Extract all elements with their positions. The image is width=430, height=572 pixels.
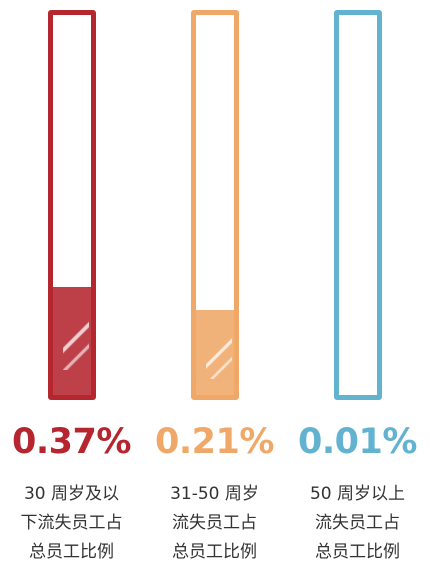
value-label: 0.01% — [298, 422, 417, 462]
bar-fill — [52, 286, 91, 395]
category-label-line: 总员工比例 — [315, 542, 400, 562]
category-label-line: 总员工比例 — [172, 542, 257, 562]
bar-tube — [190, 10, 239, 400]
category-label-line: 流失员工占 — [172, 513, 257, 533]
category-label-line: 总员工比例 — [29, 542, 114, 562]
bar-fill — [195, 309, 234, 395]
category-label-line: 30 周岁及以 — [23, 484, 120, 504]
category-label-line: 流失员工占 — [315, 513, 400, 533]
category-label: 50 周岁以上 流失员工占 总员工比例 — [286, 480, 429, 567]
category-label-line: 下流失员工占 — [20, 513, 123, 533]
value-label: 0.21% — [155, 422, 274, 462]
category-label: 31-50 周岁 流失员工占 总员工比例 — [143, 480, 286, 567]
category-label-line: 31-50 周岁 — [170, 484, 259, 504]
category-label: 30 周岁及以 下流失员工占 总员工比例 — [0, 480, 143, 567]
value-label: 0.37% — [12, 422, 131, 462]
bar-group-31-50: 0.21% 31-50 周岁 流失员工占 总员工比例 — [143, 0, 286, 572]
bar-tube — [47, 10, 96, 400]
bar-group-under-30: 0.37% 30 周岁及以 下流失员工占 总员工比例 — [0, 0, 143, 572]
bar-tube — [333, 10, 382, 400]
category-label-line: 50 周岁以上 — [309, 484, 406, 504]
bar-group-over-50: 0.01% 50 周岁以上 流失员工占 总员工比例 — [286, 0, 429, 572]
